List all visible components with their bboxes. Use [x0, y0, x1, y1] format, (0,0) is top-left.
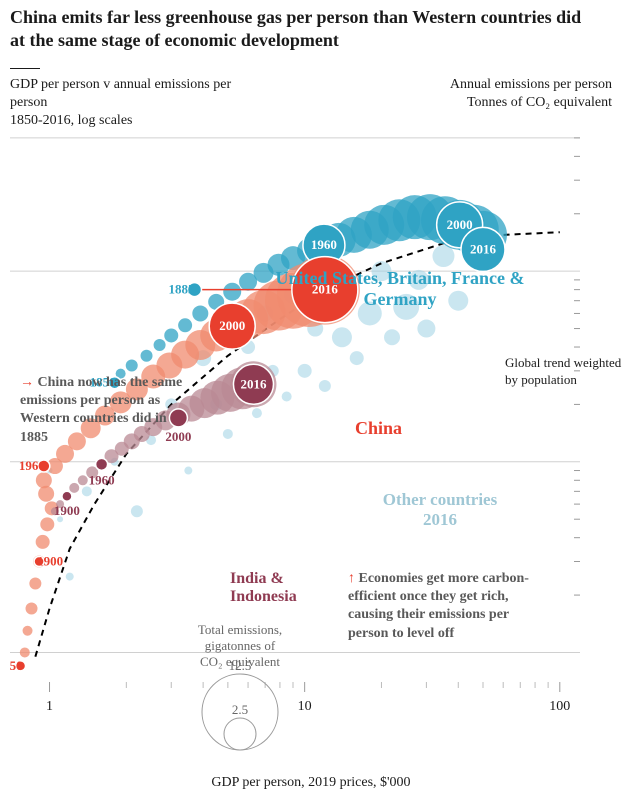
chart-title: China emits far less greenhouse gas per …	[10, 6, 590, 52]
series-label-western: United States, Britain, France & Germany	[275, 268, 525, 310]
svg-text:1850: 1850	[10, 658, 23, 673]
svg-text:CO₂ equivalent: CO₂ equivalent	[200, 654, 280, 669]
svg-text:2.5: 2.5	[232, 702, 248, 717]
svg-text:1960: 1960	[89, 472, 115, 487]
chart-container: China emits far less greenhouse gas per …	[0, 0, 622, 800]
annotation-text: Economies get more carbon-efficient once…	[348, 571, 529, 641]
subtitle-left: GDP per person v annual emissions per pe…	[10, 76, 270, 131]
annotation-arrow-icon: ↑	[348, 571, 359, 586]
series-label-china: China	[355, 418, 402, 439]
annotation-efficiency: ↑ Economies get more carbon-efficient on…	[348, 570, 538, 643]
svg-text:1885: 1885	[168, 282, 195, 297]
svg-text:1: 1	[46, 699, 53, 714]
subtitle-left-l1: GDP per person v annual emissions per pe…	[10, 77, 231, 110]
svg-text:gigatonnes of: gigatonnes of	[205, 638, 276, 653]
subtitle-left-l2: 1850-2016, log scales	[10, 113, 132, 128]
svg-text:1900: 1900	[54, 503, 80, 518]
svg-text:1960: 1960	[311, 237, 337, 252]
svg-text:2000: 2000	[447, 217, 473, 232]
svg-text:1900: 1900	[37, 554, 63, 569]
series-label-other: Other countries 2016	[380, 490, 500, 530]
svg-text:2000: 2000	[219, 318, 245, 333]
title-rule	[10, 68, 40, 69]
series-label-india: India & Indonesia	[230, 570, 340, 606]
chart-svg: 0.11105011010018501885196020002016190019…	[10, 130, 580, 770]
subtitle-right-1: Annual emissions per person	[392, 76, 612, 94]
svg-text:Total emissions,: Total emissions,	[198, 622, 282, 637]
svg-text:2016: 2016	[470, 241, 497, 256]
svg-text:2016: 2016	[240, 376, 267, 391]
annotation-arrow-icon: →	[20, 375, 38, 390]
svg-text:1960: 1960	[19, 458, 45, 473]
svg-text:10: 10	[298, 699, 312, 714]
global-trend-label: Global trend weighted by population	[505, 355, 622, 389]
x-axis-title: GDP per person, 2019 prices, $'000	[0, 775, 622, 791]
annotation-china-1885: → China now has the same emissions per p…	[20, 374, 185, 447]
subtitle-right-2: Tonnes of CO₂ equivalent	[392, 94, 612, 112]
annotation-text: China now has the same emissions per per…	[20, 375, 182, 445]
svg-text:100: 100	[549, 699, 570, 714]
